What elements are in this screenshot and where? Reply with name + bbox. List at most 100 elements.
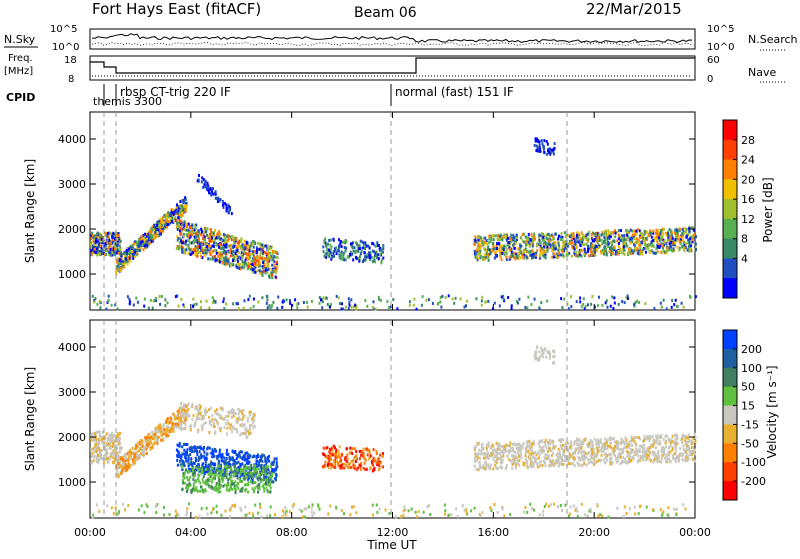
range-gate-cell [207,187,209,190]
range-gate-cell [549,148,551,151]
range-gate-cell [487,300,489,303]
range-gate-cell [373,469,375,472]
range-gate-cell [218,246,220,249]
range-gate-cell [230,423,232,426]
range-gate-cell [663,240,665,243]
range-gate-cell [275,473,277,476]
range-gate-cell [643,241,645,244]
range-gate-cell [265,487,267,490]
range-gate-cell [605,242,607,245]
range-gate-cell [244,262,246,265]
range-gate-cell [198,180,200,183]
range-gate-cell [224,252,226,255]
range-gate-cell [652,230,654,233]
range-gate-cell [195,459,197,462]
range-gate-cell [355,308,357,311]
range-gate-cell [351,452,353,455]
range-gate-cell [150,299,152,302]
range-gate-cell [213,477,215,480]
range-gate-cell [364,448,366,451]
range-gate-cell [282,301,284,304]
range-gate-cell [94,248,96,251]
range-gate-cell [137,253,139,256]
range-gate-cell [506,252,508,255]
range-gate-cell [182,251,184,254]
range-gate-cell [523,249,525,252]
range-gate-cell [573,235,575,238]
range-gate-cell [455,297,457,300]
range-gate-cell [666,250,668,253]
nave-tick-top: 60 [707,55,720,66]
range-gate-cell [613,296,615,299]
range-gate-cell [249,295,251,298]
range-gate-cell [154,433,156,436]
range-gate-cell [483,240,485,243]
range-gate-cell [201,176,203,179]
range-gate-cell [227,411,229,414]
range-gate-cell [226,469,228,472]
range-gate-cell [218,479,220,482]
range-gate-cell [373,256,375,259]
range-gate-cell [121,458,123,461]
range-gate-cell [251,263,253,266]
range-gate-cell [232,263,234,266]
range-gate-cell [306,301,308,304]
range-gate-cell [538,147,540,150]
range-gate-cell [187,245,189,248]
range-gate-cell [621,300,623,303]
range-gate-cell [530,303,532,306]
range-gate-cell [198,230,200,233]
range-gate-cell [517,302,519,305]
range-gate-cell [221,417,223,420]
range-gate-cell [690,242,692,245]
range-gate-cell [184,208,186,211]
range-gate-cell [203,475,205,478]
range-gate-cell [322,465,324,468]
range-gate-cell [195,466,197,469]
range-gate-cell [511,304,513,307]
range-gate-cell [670,245,672,248]
range-gate-cell [512,234,514,237]
range-gate-cell [341,245,343,248]
range-gate-cell [183,453,185,456]
range-gate-cell [376,253,378,256]
range-gate-cell [209,244,211,247]
range-gate-cell [208,431,210,434]
range-gate-cell [571,241,573,244]
range-gate-cell [265,479,267,482]
range-gate-cell [240,470,242,473]
range-gate-cell [177,464,179,467]
range-gate-cell [127,295,129,298]
range-gate-cell [209,447,211,450]
range-gate-cell [150,448,152,451]
range-gate-cell [672,237,674,240]
range-gate-cell [192,478,194,481]
range-gate-cell [120,465,122,468]
range-gate-cell [252,268,254,271]
range-gate-cell [270,475,272,478]
range-gate-cell [140,448,142,451]
range-gate-cell [224,474,226,477]
range-gate-cell [232,426,234,429]
range-gate-cell [262,261,264,264]
beam-label: Beam 06 [354,5,417,21]
range-gate-cell [338,450,340,453]
range-gate-cell [275,271,277,274]
range-gate-cell [338,296,340,299]
range-gate-cell [149,439,151,442]
range-gate-cell [243,409,245,412]
range-gate-cell [231,471,233,474]
range-gate-cell [243,307,245,310]
range-gate-cell [348,297,350,300]
range-gate-cell [165,429,167,432]
range-gate-cell [362,260,364,263]
range-gate-cell [610,305,612,308]
range-gate-cell [271,274,273,277]
range-gate-cell [159,295,161,298]
range-gate-cell [165,421,167,424]
range-gate-cell [555,247,557,250]
range-gate-cell [675,235,677,238]
range-gate-cell [484,237,486,240]
range-gate-cell [255,475,257,478]
range-gate-cell [487,253,489,256]
